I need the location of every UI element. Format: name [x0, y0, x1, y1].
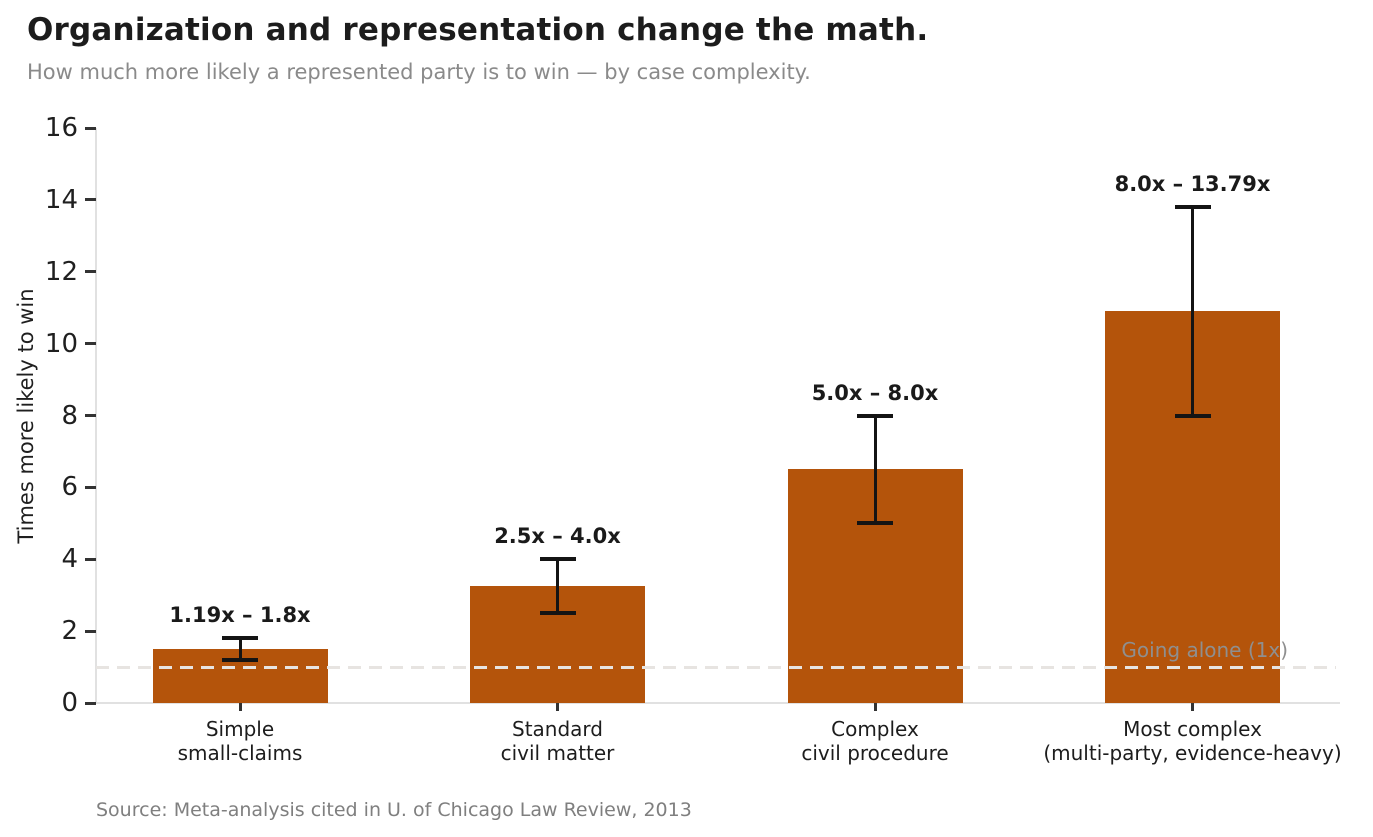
y-tick-label: 2: [61, 616, 78, 647]
category-label-line: Most complex: [1123, 717, 1262, 741]
error-bar-line: [873, 415, 877, 524]
category-label-2: Standard civil matter: [348, 717, 768, 765]
range-label-2: 2.5x – 4.0x: [494, 524, 621, 549]
category-label-4: Most complex (multi-party, evidence-heavy…: [983, 717, 1373, 765]
range-label-3: 5.0x – 8.0x: [811, 380, 939, 405]
y-tick-label: 10: [44, 328, 78, 359]
y-tick-mark: [85, 198, 96, 202]
category-label-line: civil procedure: [801, 741, 949, 765]
chart-subtitle: How much more likely a represented party…: [27, 60, 811, 84]
y-tick-mark: [85, 414, 96, 417]
y-axis-spine: [95, 128, 97, 704]
range-label-1: 1.19x – 1.8x: [169, 603, 311, 628]
category-label-line: Simple: [205, 717, 275, 741]
error-bar-cap-top: [857, 413, 893, 418]
x-tick-mark: [238, 703, 242, 711]
category-label-1: Simple small-claims: [30, 717, 450, 765]
error-bar-cap-bottom: [539, 611, 576, 616]
source-note: Source: Meta-analysis cited in U. of Chi…: [96, 799, 692, 821]
y-tick-mark: [85, 485, 96, 489]
y-tick-label: 0: [61, 688, 78, 718]
x-tick-mark: [556, 703, 559, 711]
x-tick-mark: [1191, 703, 1194, 711]
y-tick-label: 6: [61, 472, 78, 503]
y-tick-mark: [85, 629, 96, 633]
error-bar-cap-bottom: [857, 521, 893, 526]
error-bar-line: [1191, 207, 1194, 416]
baseline-dashed-line: [96, 665, 1336, 669]
y-tick-mark: [85, 270, 96, 274]
category-label-3: Complex civil procedure: [665, 717, 1085, 765]
error-bar-line: [238, 638, 242, 661]
error-bar-cap-top: [539, 557, 576, 562]
category-label-line: civil matter: [500, 741, 615, 765]
baseline-annotation: Going alone (1x): [1121, 638, 1288, 663]
y-tick-label: 8: [61, 400, 78, 431]
category-label-line: (multi-party, evidence-heavy): [1043, 741, 1342, 765]
y-tick-label: 14: [44, 184, 78, 215]
y-tick-label: 4: [61, 544, 78, 575]
plot-area: 0 2 4 6 8 10 12 14 16 Going alone (1x) 1.19x – 1.8…: [45, 113, 1342, 765]
category-label-line: Standard: [512, 717, 603, 741]
error-bar-cap-bottom: [1174, 413, 1211, 418]
y-tick-mark: [85, 557, 96, 561]
category-label-line: Complex: [831, 717, 919, 741]
y-tick-label: 12: [44, 256, 78, 287]
range-label-4: 8.0x – 13.79x: [1114, 172, 1271, 197]
chart-title: Organization and representation change t…: [27, 12, 929, 48]
y-tick-mark: [85, 126, 96, 130]
error-bar-cap-top: [1174, 205, 1211, 210]
error-bar-cap-bottom: [222, 658, 258, 663]
x-tick-mark: [873, 703, 877, 711]
error-bar-line: [556, 559, 559, 614]
x-axis-spine: [95, 702, 1340, 704]
error-bar-cap-top: [222, 636, 258, 641]
y-tick-mark: [85, 701, 96, 705]
y-tick-label: 16: [44, 113, 78, 143]
y-tick-mark: [85, 342, 96, 346]
category-label-line: small-claims: [177, 741, 303, 765]
